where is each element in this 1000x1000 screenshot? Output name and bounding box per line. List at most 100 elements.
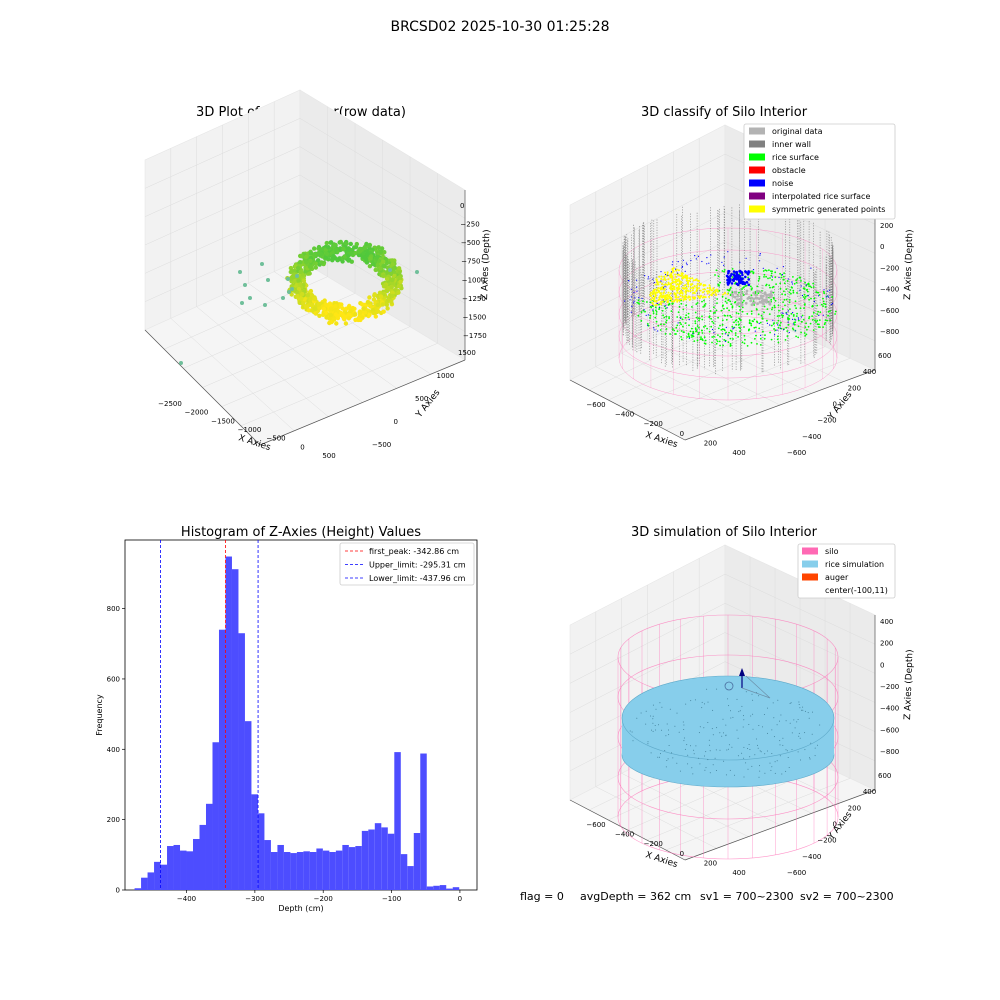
raw-point bbox=[396, 266, 402, 271]
histogram-bar bbox=[368, 829, 375, 890]
rice-surface-point bbox=[822, 300, 825, 303]
symmetric-generated-point bbox=[676, 273, 679, 276]
rice-surface-point bbox=[772, 296, 775, 299]
rice-surface-point bbox=[690, 334, 693, 336]
rice-mesh-dot bbox=[782, 744, 784, 746]
symmetric-generated-point bbox=[684, 276, 687, 279]
rice-surface-point bbox=[790, 286, 793, 289]
noise-point bbox=[652, 278, 654, 280]
rice-surface-point bbox=[792, 289, 795, 292]
symmetric-generated-point bbox=[674, 275, 677, 278]
rice-surface-point bbox=[756, 321, 759, 324]
rice-mesh-dot bbox=[704, 755, 705, 757]
rice-surface-point bbox=[822, 290, 825, 293]
rice-surface-point bbox=[721, 305, 724, 307]
symmetric-generated-point bbox=[699, 283, 702, 286]
original-data-point bbox=[756, 302, 759, 306]
rice-surface-point bbox=[742, 294, 745, 296]
rice-surface-point bbox=[725, 331, 727, 334]
raw-point bbox=[381, 309, 386, 314]
noise-point bbox=[747, 271, 751, 274]
raw-point bbox=[354, 241, 359, 247]
rice-mesh-dot bbox=[743, 757, 745, 759]
rice-surface-point bbox=[758, 277, 761, 280]
footer-flag: flag = 0 bbox=[520, 890, 564, 903]
rice-mesh-dot bbox=[660, 753, 661, 755]
original-data-point bbox=[739, 295, 743, 298]
symmetric-generated-point bbox=[679, 294, 682, 297]
classify-z-axis-label: Z Axies (Depth) bbox=[903, 229, 915, 300]
noise-point bbox=[777, 324, 779, 326]
noise-point bbox=[740, 271, 744, 275]
rice-surface-point bbox=[726, 307, 728, 310]
raw-point bbox=[348, 309, 353, 314]
symmetric-generated-point bbox=[667, 283, 670, 286]
rice-surface-point bbox=[803, 297, 806, 300]
rice-surface-point bbox=[776, 338, 779, 341]
rice-surface-point bbox=[781, 293, 783, 295]
rice-surface-point bbox=[775, 283, 777, 285]
noise-point bbox=[681, 265, 684, 267]
rice-surface-point bbox=[783, 290, 785, 293]
rice-surface-point bbox=[642, 300, 644, 303]
rice-surface-point bbox=[739, 330, 741, 333]
rice-surface-point bbox=[796, 278, 799, 280]
rice-mesh-dot bbox=[725, 734, 727, 736]
rice-mesh-dot bbox=[730, 717, 732, 719]
rice-surface-point bbox=[664, 333, 667, 335]
classify-x-tick-label: −400 bbox=[615, 411, 634, 419]
noise-point bbox=[708, 262, 710, 264]
noise-point bbox=[776, 329, 778, 331]
rice-surface-point bbox=[802, 296, 805, 298]
noise-point bbox=[762, 267, 764, 269]
histogram-title: Histogram of Z-Axies (Height) Values bbox=[181, 525, 421, 540]
classify-x-tick-label: 200 bbox=[704, 439, 717, 447]
histogram-bar bbox=[413, 833, 421, 890]
rice-mesh-dot bbox=[705, 751, 707, 753]
rice-surface-point bbox=[766, 308, 769, 310]
symmetric-generated-point bbox=[688, 279, 691, 282]
raw-point bbox=[377, 290, 383, 295]
center-marker bbox=[724, 681, 734, 691]
raw-z-tick-label: −500 bbox=[461, 239, 480, 247]
rice-surface-point bbox=[785, 326, 788, 329]
rice-surface-point bbox=[789, 289, 792, 291]
rice-surface-point bbox=[676, 330, 679, 332]
rice-surface-point bbox=[720, 329, 723, 331]
noise-point bbox=[725, 326, 727, 329]
rice-surface-point bbox=[758, 276, 761, 278]
rice-surface-point bbox=[675, 333, 677, 335]
rice-surface-point bbox=[737, 321, 740, 323]
symmetric-generated-point bbox=[689, 298, 692, 301]
legend-swatch bbox=[749, 192, 765, 200]
original-data-point bbox=[760, 296, 763, 300]
noise-point bbox=[807, 295, 809, 297]
symmetric-generated-point bbox=[668, 274, 671, 277]
rice-surface-point bbox=[751, 320, 754, 322]
rice-surface-point bbox=[824, 306, 827, 308]
symmetric-generated-point bbox=[670, 273, 673, 276]
legend-label: Upper_limit: -295.31 cm bbox=[369, 561, 466, 570]
noise-point bbox=[738, 275, 742, 279]
rice-surface-point bbox=[753, 318, 756, 321]
symmetric-generated-point bbox=[706, 287, 709, 290]
noise-point bbox=[741, 273, 744, 277]
rice-surface-point bbox=[715, 338, 718, 341]
rice-surface-point bbox=[808, 298, 810, 301]
rice-surface-point bbox=[815, 291, 818, 293]
rice-mesh-dot bbox=[657, 756, 659, 758]
rice-mesh-dot bbox=[707, 722, 709, 723]
rice-surface-point bbox=[799, 277, 801, 279]
rice-surface-point bbox=[813, 297, 816, 300]
rice-mesh-dot bbox=[709, 744, 711, 746]
rice-mesh-dot bbox=[779, 740, 781, 742]
raw-point bbox=[338, 239, 343, 245]
histogram-bar bbox=[277, 844, 284, 890]
symmetric-generated-point bbox=[663, 271, 666, 274]
noise-point bbox=[823, 289, 825, 291]
noise-point bbox=[792, 318, 794, 320]
symmetric-generated-point bbox=[683, 287, 686, 290]
rice-surface-point bbox=[649, 301, 652, 304]
histogram-y-tick-label: 600 bbox=[107, 675, 120, 683]
simulation-z-tick-label: 200 bbox=[880, 640, 893, 648]
